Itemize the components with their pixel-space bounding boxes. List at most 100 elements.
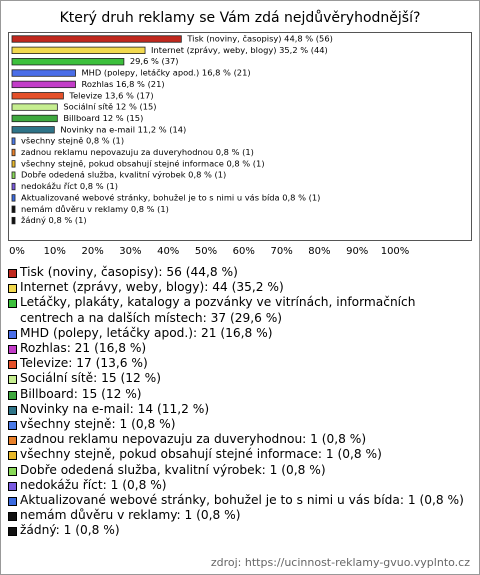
- bar-label: zadnou reklamu nepovazuju za duveryhodno…: [21, 147, 254, 157]
- bar-label: Sociální sítě 12 % (15): [63, 102, 156, 112]
- legend-swatch: [8, 405, 17, 415]
- legend-label: Televize: 17 (13,6 %): [20, 356, 148, 371]
- x-tick-label: 0%: [9, 246, 25, 257]
- bar: [11, 46, 146, 54]
- legend-label: zadnou reklamu nepovazuju za duveryhodno…: [20, 432, 367, 447]
- legend-label: všechny stejně: 1 (0,8 %): [20, 417, 176, 432]
- bar: [11, 58, 125, 66]
- bar-label: všechny stejně 0,8 % (1): [21, 136, 124, 146]
- x-tick-label: 90%: [346, 246, 368, 257]
- legend-item: Billboard: 15 (12 %): [8, 387, 468, 402]
- legend-item: Rozhlas: 21 (16,8 %): [8, 341, 468, 356]
- legend-swatch: [8, 466, 17, 476]
- x-tick-label: 40%: [157, 246, 179, 257]
- legend-item: MHD (polepy, letáčky apod.): 21 (16,8 %): [8, 326, 468, 341]
- x-tick-label: 80%: [308, 246, 330, 257]
- bar-label: Billboard 12 % (15): [63, 113, 143, 123]
- legend-label: Aktualizované webové stránky, bohužel je…: [20, 493, 464, 508]
- bar: [11, 92, 64, 100]
- bar-label: nedokážu říct 0,8 % (1): [21, 181, 118, 191]
- legend-item: všechny stejně, pokud obsahují stejné in…: [8, 447, 468, 462]
- legend-swatch: [8, 390, 17, 400]
- plot-frame: [8, 32, 472, 241]
- source: zdroj: https://ucinnost-reklamy-gvuo.vyp…: [210, 556, 470, 569]
- chart: Který druh reklamy se Vám zdá nejdůvěryh…: [8, 10, 472, 257]
- bar-label: všechny stejně, pokud obsahují stejné in…: [21, 158, 265, 168]
- legend-label: MHD (polepy, letáčky apod.): 21 (16,8 %): [20, 325, 273, 340]
- legend-item: nedokážu říct: 1 (0,8 %): [8, 478, 468, 493]
- legend-label: Dobře odedená služba, kvalitní výrobek: …: [20, 462, 326, 477]
- bar: [11, 126, 55, 134]
- bar: [11, 194, 16, 202]
- legend-item: Novinky na e-mail: 14 (11,2 %): [8, 402, 468, 417]
- legend-swatch: [8, 360, 17, 370]
- legend-swatch: [8, 512, 17, 522]
- legend-swatch: [8, 451, 17, 461]
- bar: [11, 182, 16, 191]
- bar-label: Tisk (noviny, časopisy) 44,8 % (56): [186, 34, 333, 44]
- legend-item: všechny stejně: 1 (0,8 %): [8, 417, 468, 432]
- x-tick-label: 30%: [119, 246, 141, 257]
- legend-item: Aktualizované webové stránky, bohužel je…: [8, 493, 468, 508]
- bar: [11, 114, 58, 123]
- legend-item: Tisk (noviny, časopisy): 56 (44,8 %): [8, 265, 468, 280]
- legend-swatch: [8, 497, 17, 507]
- legend-item: žádný: 1 (0,8 %): [8, 523, 468, 538]
- x-tick-label: 60%: [233, 246, 255, 257]
- legend-item: Letáčky, plakáty, katalogy a pozvánky ve…: [8, 295, 468, 325]
- bar: [11, 171, 16, 179]
- legend-label: žádný: 1 (0,8 %): [20, 523, 120, 538]
- bar-label: Televize 13,6 % (17): [68, 90, 153, 100]
- legend-item: Sociální sítě: 15 (12 %): [8, 371, 468, 386]
- legend-label: Rozhlas: 21 (16,8 %): [20, 341, 147, 356]
- bar-label: Novinky na e-mail 11,2 % (14): [60, 124, 186, 134]
- legend-item: Internet (zprávy, weby, blogy): 44 (35,2…: [8, 280, 468, 295]
- bar-label: Internet (zprávy, weby, blogy) 35,2 % (4…: [151, 45, 328, 55]
- bar: [11, 137, 16, 145]
- bar: [11, 35, 182, 43]
- legend-swatch: [8, 299, 17, 309]
- x-tick-label: 20%: [81, 246, 103, 257]
- legend-label: Tisk (noviny, časopisy): 56 (44,8 %): [20, 265, 238, 279]
- bar: [11, 80, 76, 89]
- legend-item: nemám důvěru v reklamy: 1 (0,8 %): [8, 508, 468, 523]
- legend-item: Televize: 17 (13,6 %): [8, 356, 468, 371]
- bar-label: Dobře odedená služba, kvalitní výrobek 0…: [21, 170, 226, 180]
- legend-swatch: [8, 329, 17, 339]
- legend-label: Letáčky, plakáty, katalogy a pozvánky ve…: [20, 295, 416, 325]
- chart-title: Který druh reklamy se Vám zdá nejdůvěryh…: [60, 10, 421, 26]
- bar-label: žádný 0,8 % (1): [21, 215, 87, 225]
- x-tick-label: 70%: [270, 246, 292, 257]
- legend-swatch: [8, 375, 17, 385]
- legend-swatch: [8, 527, 17, 537]
- legend-swatch: [8, 284, 17, 294]
- bar-label: 29,6 % (37): [130, 56, 179, 66]
- bar: [11, 69, 76, 77]
- bar: [11, 148, 16, 157]
- legend-label: Novinky na e-mail: 14 (11,2 %): [20, 401, 210, 416]
- bar-label: MHD (polepy, letáčky apod.) 16,8 % (21): [82, 68, 251, 78]
- legend-swatch: [8, 481, 17, 491]
- legend-label: všechny stejně, pokud obsahují stejné in…: [20, 447, 382, 462]
- legend-swatch: [8, 421, 17, 431]
- bar: [11, 160, 16, 168]
- legend-label: nedokážu říct: 1 (0,8 %): [20, 477, 167, 492]
- x-tick-label: 50%: [195, 246, 217, 257]
- bar-label: nemám důvěru v reklamy 0,8 % (1): [21, 204, 169, 214]
- legend-item: zadnou reklamu nepovazuju za duveryhodno…: [8, 432, 468, 447]
- legend-label: nemám důvěru v reklamy: 1 (0,8 %): [20, 508, 241, 523]
- bar: [11, 205, 16, 213]
- legend-swatch: [8, 345, 17, 355]
- bar: [11, 216, 16, 225]
- legend-label: Billboard: 15 (12 %): [20, 386, 142, 401]
- bar-label: Aktualizované webové stránky, bohužel je…: [21, 192, 320, 202]
- legend-swatch: [8, 269, 17, 278]
- legend-label: Internet (zprávy, weby, blogy): 44 (35,2…: [20, 280, 284, 295]
- bar: [11, 103, 58, 111]
- bar-label: Rozhlas 16,8 % (21): [82, 79, 165, 89]
- x-tick-label: 10%: [44, 246, 66, 257]
- x-tick-label: 100%: [381, 246, 410, 257]
- legend: Tisk (noviny, časopisy): 56 (44,8 %) Inte…: [8, 265, 468, 539]
- legend-swatch: [8, 436, 17, 446]
- legend-label: Sociální sítě: 15 (12 %): [20, 371, 161, 386]
